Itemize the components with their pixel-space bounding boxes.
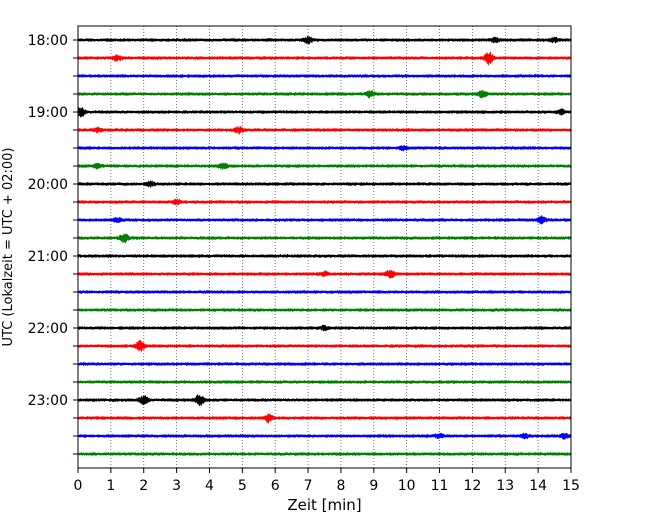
x-axis: 0 1 2 3 4 5 6 7 8 9 10 11 12 13 14 15 — [74, 468, 580, 494]
x-tick-label: 2 — [139, 478, 148, 494]
seismogram-trace — [77, 107, 572, 118]
y-tick-label: 19:00 — [28, 105, 68, 121]
x-tick-label: 0 — [74, 478, 83, 494]
x-tick-label: 11 — [431, 478, 449, 494]
x-tick-label: 15 — [562, 478, 580, 494]
seismogram-trace — [77, 452, 572, 456]
seismogram-trace — [77, 324, 572, 332]
x-tick-label: 10 — [398, 478, 416, 494]
seismogram-trace — [77, 269, 572, 279]
x-axis-label: Zeit [min] — [287, 496, 361, 514]
seismogram-trace — [77, 339, 572, 352]
seismogram-trace — [77, 380, 572, 384]
seismogram-trace — [77, 89, 572, 99]
x-tick-label: 4 — [205, 478, 214, 494]
x-tick-label: 9 — [369, 478, 378, 494]
y-tick-label: 21:00 — [28, 249, 68, 265]
seismogram-trace — [77, 180, 572, 188]
seismogram-trace — [77, 198, 572, 206]
y-axis: 18:00 19:00 20:00 21:00 22:00 23:00 — [28, 33, 78, 455]
x-tick-label: 3 — [172, 478, 181, 494]
seismogram-trace — [77, 74, 572, 78]
y-tick-label: 22:00 — [28, 321, 68, 337]
seismogram-trace — [77, 145, 572, 152]
y-tick-label: 18:00 — [28, 33, 68, 49]
seismogram-trace — [77, 125, 572, 135]
seismogram-trace — [77, 432, 572, 440]
seismogram-trace — [77, 394, 572, 407]
seismogram-trace — [77, 35, 572, 45]
seismogram-trace — [77, 215, 572, 225]
seismogram-trace — [77, 290, 572, 294]
seismogram-trace — [77, 233, 572, 244]
seismogram-traces — [77, 35, 572, 456]
seismogram-trace — [77, 362, 572, 366]
plot-frame — [77, 25, 572, 469]
x-tick-label: 1 — [106, 478, 115, 494]
seismogram-trace — [77, 308, 572, 312]
seismogram-trace — [77, 413, 572, 424]
x-tick-label: 7 — [304, 478, 313, 494]
x-tick-label: 13 — [496, 478, 514, 494]
x-tick-label: 6 — [271, 478, 280, 494]
x-tick-label: 12 — [463, 478, 481, 494]
x-tick-label: 14 — [529, 478, 547, 494]
y-tick-label: 20:00 — [28, 177, 68, 193]
x-tick-label: 8 — [336, 478, 345, 494]
y-axis-label: UTC (Lokalzeit = UTC + 02:00) — [1, 148, 16, 347]
x-tick-label: 5 — [238, 478, 247, 494]
seismogram-trace — [77, 51, 572, 66]
y-tick-label: 23:00 — [28, 393, 68, 409]
seismogram-trace — [77, 254, 572, 258]
seismogram-trace — [77, 162, 572, 170]
